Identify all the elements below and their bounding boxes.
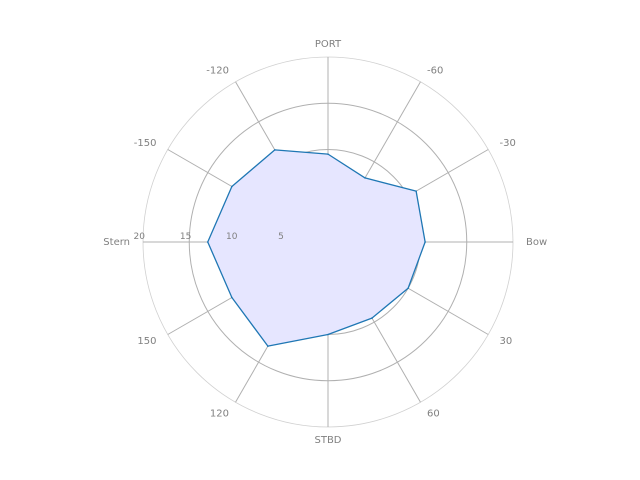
angular-tick-label: 60 (427, 409, 440, 420)
data-point (364, 177, 366, 179)
angular-tick-label: -150 (134, 138, 157, 149)
series-area (207, 149, 426, 347)
radial-tick-label: 5 (278, 232, 284, 242)
data-layer (206, 149, 426, 347)
radial-tick-label: 20 (134, 232, 146, 242)
data-point (327, 153, 329, 155)
radial-tick-label: 15 (180, 232, 191, 242)
data-point (231, 296, 233, 299)
data-point (371, 317, 373, 319)
data-point (267, 345, 269, 347)
label-layer: Bow 30 60 STBD 120 150 Stern -150 -120 PORT -60 -30… (103, 39, 547, 446)
data-point (424, 241, 426, 243)
angular-tick-label: 30 (500, 336, 513, 347)
angular-tick-label: -60 (427, 66, 443, 77)
angular-tick-label: Bow (526, 237, 547, 248)
angular-tick-label: -30 (500, 138, 516, 149)
data-point (231, 185, 233, 188)
angular-tick-label: STBD (314, 435, 341, 446)
data-point (206, 241, 209, 243)
angular-tick-label: 120 (210, 409, 229, 420)
radial-tick-label: 10 (226, 232, 238, 242)
data-point (407, 287, 409, 290)
angular-tick-label: Stern (103, 237, 130, 248)
angular-tick-label: -120 (206, 66, 229, 77)
data-point (327, 333, 329, 336)
data-point (415, 190, 417, 192)
angular-tick-label: PORT (315, 39, 342, 50)
data-point (274, 149, 276, 151)
angular-tick-label: 150 (137, 336, 156, 347)
